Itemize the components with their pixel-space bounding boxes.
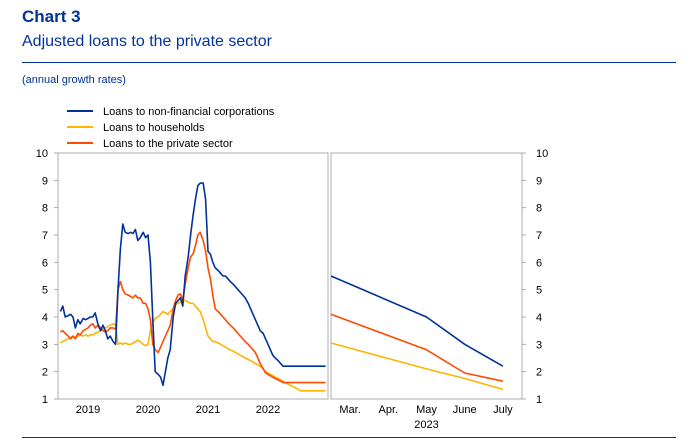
y-tick-label-left: 2	[42, 367, 48, 379]
series-line-nfc-history	[59, 182, 326, 387]
x-tick-label-year: 2022	[256, 404, 280, 416]
chart-header: Chart 3 Adjusted loans to the private se…	[22, 6, 676, 52]
series-line-private-sector-history	[60, 231, 326, 384]
y-tick-label-right: 3	[536, 339, 542, 351]
legend-item-households-label: Loans to households	[103, 122, 205, 134]
bottom-divider	[22, 437, 676, 438]
series-line-households-projection	[330, 342, 504, 391]
x-tick-label-month: June	[453, 404, 477, 416]
y-tick-label-left: 8	[42, 203, 48, 215]
chart-title: Adjusted loans to the private sector	[22, 33, 272, 50]
y-tick-label-right: 8	[536, 203, 542, 215]
y-tick-label-right: 5	[536, 285, 542, 297]
y-tick-label-left: 6	[42, 257, 48, 269]
chart-number: Chart 3	[22, 7, 81, 26]
x-tick-label-month: Apr.	[379, 404, 399, 416]
chart-subtitle: (annual growth rates)	[22, 74, 126, 86]
y-tick-label-left: 4	[42, 312, 48, 324]
y-tick-label-left: 3	[42, 339, 48, 351]
y-tick-label-right: 6	[536, 257, 542, 269]
y-tick-label-right: 2	[536, 367, 542, 379]
x-tick-label-month: Mar.	[339, 404, 360, 416]
top-divider	[22, 62, 676, 63]
legend-item-nfc-label: Loans to non-financial corporations	[103, 106, 275, 118]
y-tick-label-left: 10	[36, 148, 48, 160]
series-line-private-sector-projection	[330, 313, 504, 382]
x-axis-year-label: 2023	[414, 419, 438, 431]
y-tick-label-right: 9	[536, 175, 542, 187]
y-tick-label-left: 9	[42, 175, 48, 187]
y-tick-label-right: 4	[536, 312, 542, 324]
y-tick-label-right: 7	[536, 230, 542, 242]
y-tick-label-left: 1	[42, 394, 48, 406]
y-tick-label-right: 1	[536, 394, 542, 406]
series-line-households-history	[59, 299, 326, 392]
legend-item-private-sector-label: Loans to the private sector	[103, 138, 233, 150]
projection-panel-frame	[330, 152, 523, 400]
series-line-nfc-projection	[330, 275, 504, 367]
x-tick-label-month: May	[416, 404, 437, 416]
x-tick-label-year: 2021	[196, 404, 220, 416]
x-tick-label-year: 2019	[76, 404, 100, 416]
x-tick-label-month: July	[493, 404, 513, 416]
y-tick-label-right: 10	[536, 148, 548, 160]
x-tick-label-year: 2020	[136, 404, 160, 416]
history-panel-frame	[57, 152, 329, 400]
y-tick-label-left: 5	[42, 285, 48, 297]
y-tick-label-left: 7	[42, 230, 48, 242]
